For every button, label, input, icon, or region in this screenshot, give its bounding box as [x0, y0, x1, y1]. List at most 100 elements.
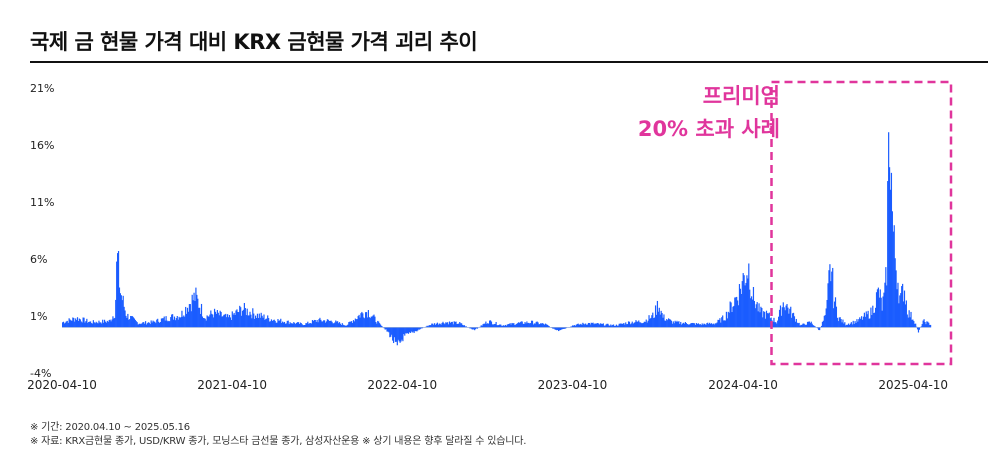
- series-bar: [177, 319, 179, 328]
- series-bar: [282, 322, 285, 328]
- series-bar: [73, 317, 75, 328]
- series-bar: [897, 282, 899, 328]
- series-bar: [446, 322, 448, 328]
- series-bar: [861, 316, 863, 328]
- series-bar: [618, 323, 620, 328]
- series-bar: [444, 324, 446, 328]
- series-bar: [411, 327, 413, 333]
- series-bar: [726, 318, 728, 328]
- series-bar: [474, 327, 476, 331]
- series-bar: [714, 323, 716, 328]
- series-bar: [707, 322, 709, 328]
- series-bar: [255, 317, 258, 328]
- series-bar: [463, 325, 466, 328]
- series-bar: [613, 324, 615, 328]
- series-bar: [669, 319, 672, 328]
- series-bar: [853, 323, 855, 328]
- series-bar: [664, 320, 666, 328]
- series-bar: [284, 323, 287, 328]
- series-bar: [765, 310, 768, 328]
- series-bar: [267, 315, 269, 328]
- series-bar: [635, 320, 637, 328]
- series-bar: [671, 323, 673, 328]
- series-bar: [905, 300, 907, 328]
- series-bar: [775, 322, 777, 328]
- series-bar: [861, 319, 864, 328]
- series-bar: [890, 172, 893, 328]
- series-bar: [766, 313, 769, 328]
- series-bar: [167, 321, 169, 328]
- series-bar: [240, 307, 242, 328]
- series-bar: [297, 322, 300, 328]
- series-bar: [501, 325, 503, 328]
- series-bar: [142, 322, 144, 328]
- series-bar: [170, 317, 172, 328]
- series-bar: [742, 273, 744, 328]
- series-bar: [102, 319, 104, 328]
- series-bar: [902, 283, 904, 328]
- series-bar: [601, 323, 604, 328]
- series-bar: [408, 327, 411, 333]
- series-bar: [65, 321, 67, 328]
- series-bar: [646, 322, 648, 328]
- series-bar: [564, 327, 566, 329]
- series-bar: [249, 311, 251, 328]
- series-bar: [378, 323, 381, 328]
- series-bar: [592, 322, 594, 328]
- series-bar: [329, 320, 331, 328]
- series-bar: [107, 321, 109, 328]
- series-bar: [716, 322, 718, 328]
- series-bar: [245, 315, 247, 328]
- series-bar: [626, 324, 629, 328]
- series-bar: [849, 323, 852, 328]
- series-bar: [195, 287, 197, 328]
- series-bar: [767, 313, 769, 328]
- series-bar: [500, 324, 502, 328]
- series-bar: [641, 323, 644, 328]
- series-bar: [180, 317, 182, 328]
- series-bar: [440, 324, 442, 328]
- series-bar: [232, 314, 234, 328]
- series-bar: [428, 325, 430, 328]
- series-bar: [762, 317, 764, 328]
- series-bar: [503, 325, 506, 328]
- series-bar: [139, 323, 141, 328]
- series-bar: [298, 324, 301, 328]
- series-bar: [192, 300, 194, 328]
- series-bar: [560, 327, 562, 330]
- series-bar: [101, 323, 103, 328]
- series-bar: [911, 319, 913, 328]
- series-bar: [758, 303, 760, 328]
- series-bar: [928, 322, 930, 328]
- series-bar: [621, 324, 623, 328]
- series-bar: [637, 321, 639, 328]
- series-bar: [216, 310, 218, 328]
- series-bar: [330, 320, 332, 328]
- series-bar: [133, 318, 135, 328]
- series-bar: [429, 325, 431, 328]
- series-bar: [191, 294, 193, 328]
- series-bar: [712, 323, 714, 328]
- series-bar: [674, 320, 676, 328]
- series-bar: [155, 323, 157, 328]
- series-bar: [782, 302, 784, 328]
- series-bar: [723, 320, 725, 328]
- series-bar: [729, 301, 731, 328]
- series-bar: [680, 321, 682, 328]
- series-bar: [565, 327, 567, 329]
- series-bar: [383, 327, 385, 329]
- series-bar: [590, 322, 592, 328]
- series-bar: [626, 324, 628, 328]
- series-bar: [149, 324, 151, 328]
- series-bar: [302, 325, 304, 328]
- series-bar: [825, 308, 827, 328]
- series-bar: [312, 321, 314, 328]
- series-bar: [250, 314, 252, 328]
- series-bar: [379, 324, 382, 328]
- series-bar: [99, 322, 101, 328]
- series-bar: [318, 319, 320, 328]
- series-bar: [345, 325, 347, 328]
- series-bar: [109, 319, 111, 328]
- series-bar: [536, 321, 538, 328]
- series-bar: [741, 281, 743, 328]
